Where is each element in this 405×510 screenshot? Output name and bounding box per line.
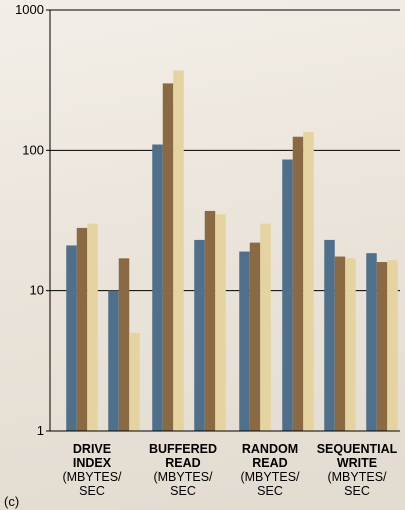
bar-series-3: [129, 332, 140, 431]
x-category-label: WRITE: [337, 456, 377, 470]
x-category-label: BUFFERED: [149, 442, 217, 456]
bar-series-3: [260, 223, 271, 431]
bar-series-3: [387, 260, 398, 431]
bar-series-1: [152, 144, 163, 431]
bar-series-2: [162, 83, 174, 431]
x-category-label: SEC: [344, 484, 370, 498]
axes: [46, 9, 400, 432]
y-tick-labels: 1 10 100 1000: [15, 2, 44, 438]
x-category-label: SEC: [79, 484, 105, 498]
bar-series-2: [76, 227, 88, 431]
x-category-label: SEQUENTIAL: [317, 442, 398, 456]
x-category-label: INDEX: [73, 456, 112, 470]
bar-series-3: [345, 258, 356, 431]
x-category-label: SEC: [257, 484, 283, 498]
bar-series-1: [239, 251, 250, 431]
bar-series-2: [334, 256, 346, 431]
bar-series-3: [303, 132, 314, 432]
x-category-labels: DRIVEINDEX(MBYTES/SECBUFFEREDREAD(MBYTES…: [62, 442, 397, 498]
x-category-label: (MBYTES/: [153, 470, 213, 484]
bar-series-1: [66, 245, 77, 431]
bar-series-1: [108, 290, 119, 431]
x-category-label: READ: [252, 456, 287, 470]
bar-series-2: [376, 262, 388, 431]
bar-series-1: [194, 239, 205, 431]
bar-series-2: [204, 210, 216, 431]
x-category-label: RANDOM: [242, 442, 298, 456]
y-tick-label: 1000: [15, 2, 44, 17]
bar-series-1: [324, 239, 335, 431]
x-category-label: DRIVE: [73, 442, 111, 456]
y-tick-label: 1: [37, 423, 44, 438]
panel-label: (c): [4, 494, 19, 509]
bar-series-2: [292, 136, 304, 431]
x-category-label: (MBYTES/: [240, 470, 300, 484]
bar-series-1: [282, 159, 293, 431]
y-tick-label: 10: [30, 283, 44, 298]
y-tick-label: 100: [22, 142, 44, 157]
bars: [66, 70, 398, 432]
x-category-label: SEC: [170, 484, 196, 498]
bar-series-3: [87, 223, 98, 431]
bar-series-2: [249, 242, 261, 431]
bar-series-2: [118, 258, 130, 431]
bar-series-3: [215, 214, 226, 431]
x-category-label: (MBYTES/: [62, 470, 122, 484]
bar-series-1: [366, 253, 377, 431]
x-category-label: (MBYTES/: [327, 470, 387, 484]
x-category-label: READ: [165, 456, 200, 470]
bar-series-3: [173, 70, 184, 431]
